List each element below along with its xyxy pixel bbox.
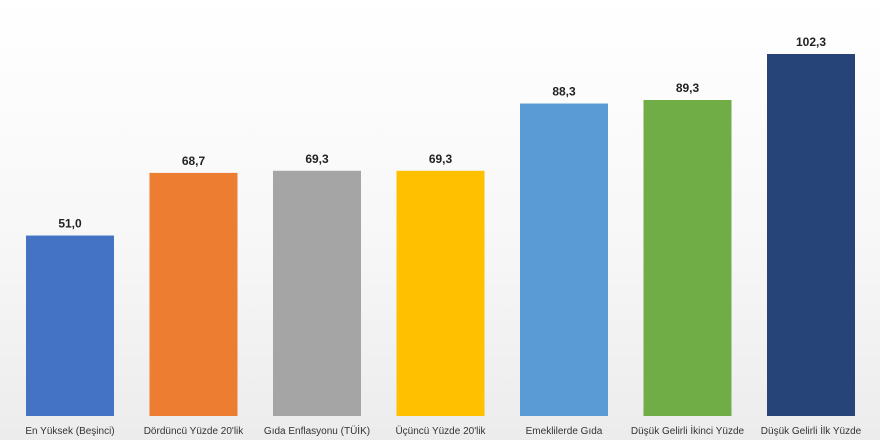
value-label-3: 69,3: [305, 152, 329, 166]
bar-4: [396, 170, 485, 416]
bar-1: [26, 235, 114, 416]
bar-2: [149, 172, 238, 416]
value-labels-group: 51,0 68,7 69,3 69,3 88,3 89,3 102,3: [58, 35, 826, 231]
bar-6: [643, 100, 732, 416]
bar-5: [520, 103, 608, 417]
category-labels-group: En Yüksek (Beşinci) Dördüncü Yüzde 20'lik…: [25, 424, 861, 437]
category-label-6: Düşük Gelirli İkinci Yüzde: [631, 424, 745, 437]
value-label-5: 88,3: [552, 85, 576, 99]
category-label-7: Düşük Gelirli İlk Yüzde: [761, 424, 862, 437]
value-label-2: 68,7: [182, 154, 206, 168]
value-label-1: 51,0: [58, 217, 82, 231]
bar-7: [767, 54, 855, 416]
category-label-2: Dördüncü Yüzde 20'lik: [144, 426, 245, 437]
value-label-7: 102,3: [796, 35, 826, 49]
bar-3: [273, 170, 361, 416]
category-label-5: Emeklilerde Gıda: [526, 426, 603, 437]
category-label-1: En Yüksek (Beşinci): [25, 426, 114, 437]
category-label-3: Gıda Enflasyonu (TÜİK): [264, 424, 370, 437]
category-label-4: Üçüncü Yüzde 20'lik: [395, 425, 486, 437]
value-label-6: 89,3: [676, 81, 700, 95]
value-label-4: 69,3: [429, 152, 453, 166]
bars-group: [26, 54, 855, 417]
